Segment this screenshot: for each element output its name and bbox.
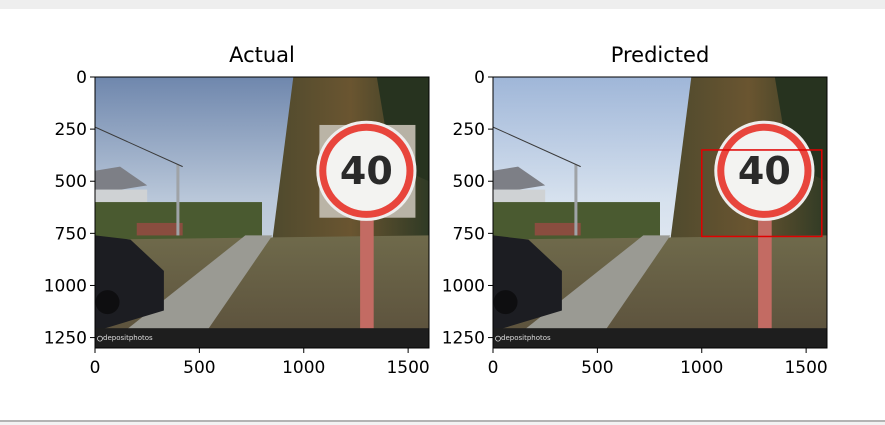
- car-wheel: [493, 290, 518, 315]
- sign-face: [724, 130, 805, 211]
- x-tick-label: 1500: [386, 358, 429, 378]
- axes-frame: [492, 76, 828, 349]
- axes-title: Predicted: [611, 43, 710, 67]
- y-tick-label: 0: [76, 68, 87, 88]
- sign-text: 40: [340, 149, 393, 193]
- fence: [534, 222, 581, 236]
- x-tick-label: 1500: [784, 358, 827, 378]
- watermark-text: depositphotos: [103, 334, 153, 342]
- axes-frame: [94, 76, 430, 349]
- y-tick-label: 1000: [442, 276, 485, 296]
- y-tick-label: 250: [453, 120, 485, 140]
- road: [103, 235, 273, 348]
- y-tick-label: 750: [55, 224, 87, 244]
- bottom-rule: [0, 420, 885, 422]
- sign-post: [758, 202, 772, 348]
- sign-text: 40: [738, 149, 791, 193]
- y-tick-label: 500: [55, 172, 87, 192]
- y-tick-label: 750: [453, 224, 485, 244]
- x-tick-label: 0: [488, 358, 499, 378]
- fence: [136, 222, 183, 236]
- sign-post: [360, 202, 374, 348]
- y-tick-label: 250: [55, 120, 87, 140]
- car-wheel: [95, 290, 120, 315]
- pole: [176, 164, 180, 236]
- watermark-strip: [95, 328, 429, 348]
- top-band: [0, 0, 885, 9]
- bottom-band: [0, 422, 885, 425]
- panel-actual: 40 depositphotos Actual 0 500 1000 1500 0 250 500…: [44, 43, 430, 378]
- y-tick-label: 0: [474, 68, 485, 88]
- road: [501, 235, 671, 348]
- x-tick-label: 1000: [282, 358, 325, 378]
- predicted-bbox: [701, 149, 823, 238]
- sign-face: [326, 130, 407, 211]
- y-tick-label: 500: [453, 172, 485, 192]
- watermark-text: depositphotos: [501, 334, 551, 342]
- x-tick-label: 500: [581, 358, 613, 378]
- x-tick-label: 0: [90, 358, 101, 378]
- photo: 40 depositphotos: [95, 77, 429, 348]
- photo: 40 depositphotos: [493, 77, 827, 348]
- x-tick-label: 500: [183, 358, 215, 378]
- roof: [493, 166, 546, 194]
- x-tick-label: 1000: [680, 358, 723, 378]
- y-tick-label: 1250: [44, 329, 87, 349]
- pole: [574, 164, 578, 236]
- axes-title: Actual: [229, 43, 295, 67]
- wire: [493, 126, 581, 168]
- watermark-strip: [493, 328, 827, 348]
- panel-predicted: 40 depositphotos Predicted 0 500 1000 1500 0 250…: [442, 43, 828, 378]
- watermark-logo: [97, 335, 103, 342]
- y-tick-label: 1000: [44, 276, 87, 296]
- roof: [95, 166, 148, 194]
- y-tick-label: 1250: [442, 329, 485, 349]
- watermark-logo: [495, 335, 501, 342]
- wire: [95, 126, 183, 168]
